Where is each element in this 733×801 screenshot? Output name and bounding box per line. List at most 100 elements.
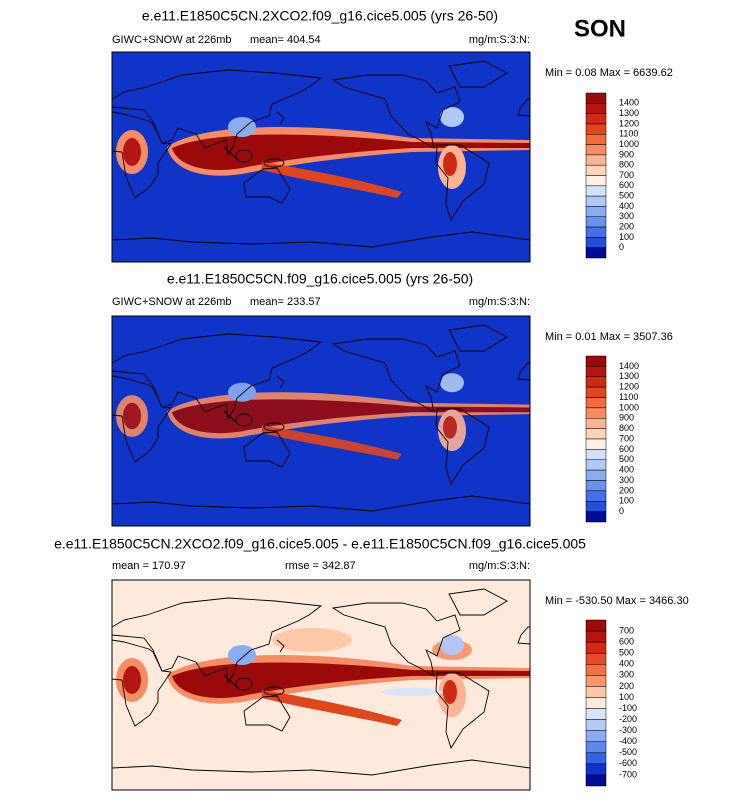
colorbar-label: 400 — [619, 201, 634, 211]
map — [112, 316, 530, 526]
colorbar-label: 100 — [619, 496, 634, 506]
map-frame — [111, 579, 531, 791]
colorbar-box — [585, 675, 607, 687]
colorbar-label: 300 — [619, 670, 634, 680]
colorbar-box — [585, 774, 607, 787]
colorbar-label: -600 — [619, 758, 637, 768]
variable-label: GIWC+SNOW at 226mb — [112, 34, 232, 46]
colorbar-label: 400 — [619, 465, 634, 475]
colorbar-label: 200 — [619, 485, 634, 495]
colorbar-label: 1000 — [619, 402, 639, 412]
colorbar-box — [585, 376, 607, 388]
colorbar-box — [585, 386, 607, 398]
map-frame — [111, 315, 531, 527]
colorbar-box — [585, 511, 607, 523]
min-max-label: Min = 0.08 Max = 6639.62 — [545, 67, 673, 79]
stat-label: rmse = 342.87 — [285, 560, 356, 572]
colorbar-label: 1300 — [619, 108, 639, 118]
colorbar-label: 700 — [619, 170, 634, 180]
colorbar-label: 1000 — [619, 139, 639, 149]
colorbar-box — [585, 763, 607, 776]
colorbar-label: 1200 — [619, 382, 639, 392]
colorbar-box — [585, 134, 607, 145]
colorbar-label: 700 — [619, 625, 634, 635]
colorbar-box — [585, 247, 607, 259]
colorbar-box — [585, 501, 607, 512]
colorbar-label: 1100 — [619, 392, 638, 402]
map — [112, 52, 530, 262]
min-max-label: Min = 0.01 Max = 3507.36 — [545, 331, 673, 343]
colorbar-label: 100 — [619, 692, 634, 702]
colorbar-box — [585, 164, 607, 176]
colorbar-box — [585, 641, 607, 654]
units-label: mg/m:S:3:N: — [469, 34, 530, 46]
colorbar-box — [585, 103, 607, 114]
colorbar-box — [585, 730, 607, 742]
colorbar-label: -400 — [619, 736, 637, 746]
colorbar-box — [585, 664, 607, 676]
colorbar-box — [585, 708, 607, 720]
map — [112, 580, 530, 790]
map-frame — [111, 51, 531, 263]
colorbar-box — [585, 355, 607, 367]
colorbar-label: -100 — [619, 703, 637, 713]
colorbar-box — [585, 480, 607, 492]
stat-label: mean= 233.57 — [250, 296, 321, 308]
colorbar-box — [585, 449, 607, 460]
colorbar-box — [585, 92, 607, 104]
colorbar-box — [585, 237, 607, 248]
units-label: mg/m:S:3:N: — [469, 296, 530, 308]
colorbar-box — [585, 686, 607, 698]
colorbar-label: 500 — [619, 454, 634, 464]
colorbar-label: 1400 — [619, 361, 639, 371]
colorbar-box — [585, 144, 607, 156]
colorbar-label: 300 — [619, 211, 634, 221]
colorbar-label: 500 — [619, 191, 634, 201]
colorbar-label: 0 — [619, 242, 624, 252]
colorbar-box — [585, 216, 607, 228]
colorbar-label: 0 — [619, 506, 624, 516]
colorbar-box — [585, 123, 607, 135]
colorbar-label: 200 — [619, 681, 634, 691]
colorbar-label: 1200 — [619, 118, 639, 128]
colorbar-box — [585, 469, 607, 481]
colorbar-box — [585, 652, 607, 665]
colorbar-label: 600 — [619, 444, 634, 454]
colorbar-box — [585, 428, 607, 440]
colorbar-box — [585, 741, 607, 754]
colorbar-box — [585, 719, 607, 731]
colorbar-label: 1400 — [619, 98, 639, 108]
colorbar-box — [585, 630, 607, 643]
colorbar-box — [585, 490, 607, 502]
colorbar-label: 300 — [619, 475, 634, 485]
colorbar-label: -300 — [619, 725, 637, 735]
colorbar-label: 400 — [619, 659, 634, 669]
colorbar-label: 800 — [619, 160, 634, 170]
colorbar-box — [585, 619, 607, 632]
stat-label: mean = 170.97 — [112, 560, 186, 572]
colorbar-box — [585, 697, 607, 709]
colorbar-label: 1300 — [619, 371, 639, 381]
colorbar-box — [585, 366, 607, 377]
panel-title: e.e11.E1850C5CN.2XCO2.f09_g16.cice5.005 … — [54, 536, 586, 552]
colorbar-box — [585, 185, 607, 197]
colorbar-label: 900 — [619, 149, 634, 159]
colorbar-box — [585, 154, 607, 166]
colorbar-box — [585, 226, 607, 238]
colorbar-label: 1100 — [619, 129, 638, 139]
colorbar-label: 600 — [619, 637, 634, 647]
colorbar-box — [585, 113, 607, 125]
colorbar-label: -200 — [619, 714, 637, 724]
colorbar-label: 200 — [619, 221, 634, 231]
colorbar-box — [585, 195, 607, 207]
colorbar-label: 500 — [619, 648, 634, 658]
panel-title: e.e11.E1850C5CN.2XCO2.f09_g16.cice5.005 … — [142, 8, 498, 24]
colorbar-label: 100 — [619, 232, 634, 242]
stat-label: mean= 404.54 — [250, 34, 321, 46]
colorbar-label: 900 — [619, 413, 634, 423]
min-max-label: Min = -530.50 Max = 3466.30 — [545, 595, 689, 607]
colorbar-label: 800 — [619, 423, 634, 433]
colorbar-box — [585, 752, 607, 765]
colorbar-box — [585, 175, 607, 187]
